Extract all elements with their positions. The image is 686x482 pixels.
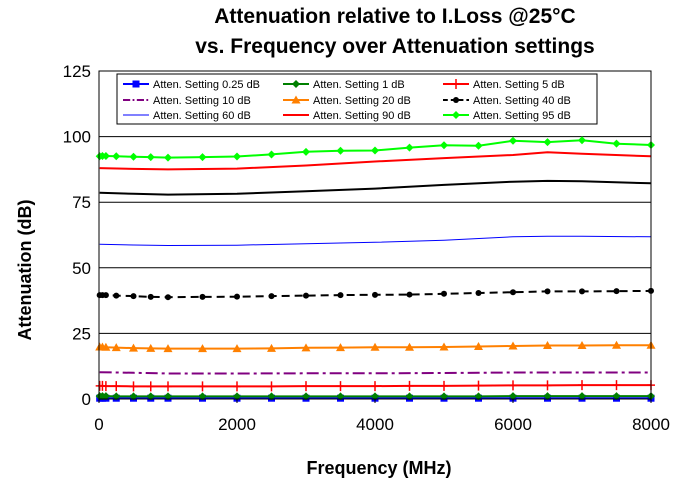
chart-title: Attenuation relative to I.Loss @25°C [214,5,575,28]
y-tick-label-0: 0 [82,390,91,409]
series-5-point-2 [103,292,109,298]
legend-label-2: Atten. Setting 5 dB [473,79,565,91]
x-tick-label-2000: 2000 [218,415,256,434]
series-5-point-7 [200,294,206,300]
series-5-point-6 [165,294,171,300]
chart-subtitle: vs. Frequency over Attenuation settings [195,35,594,58]
series-5-point-15 [476,290,482,296]
legend-label-4: Atten. Setting 20 dB [313,95,411,107]
legend-label-1: Atten. Setting 1 dB [313,79,405,91]
series-5-point-8 [234,294,240,300]
legend-label-7: Atten. Setting 90 dB [313,110,411,122]
legend-swatch-marker-0 [133,81,140,88]
legend-label-8: Atten. Setting 95 dB [473,110,571,122]
series-5-point-10 [303,293,309,299]
series-5-point-14 [441,291,447,297]
y-tick-label-100: 100 [63,128,91,147]
legend-label-0: Atten. Setting 0.25 dB [153,79,260,91]
series-5-point-17 [545,288,551,294]
legend: Atten. Setting 0.25 dB Atten. Setting 1 d… [117,74,597,124]
y-tick-label-25: 25 [72,324,91,343]
series-5-point-16 [510,289,516,295]
series-5-point-5 [148,294,154,300]
legend-label-6: Atten. Setting 60 dB [153,110,251,122]
y-axis-title: Attenuation (dB) [15,200,35,341]
series-5-point-11 [338,292,344,298]
x-tick-label-8000: 8000 [632,415,670,434]
x-tick-label-0: 0 [94,415,103,434]
series-5-point-18 [579,288,585,294]
legend-label-3: Atten. Setting 10 dB [153,95,251,107]
x-tick-label-4000: 4000 [356,415,394,434]
y-tick-label-125: 125 [63,62,91,81]
series-5-point-9 [269,293,275,299]
y-tick-label-50: 50 [72,259,91,278]
series-5-point-3 [113,293,119,299]
legend-swatch-marker-5 [453,97,459,103]
series-5-point-4 [131,293,137,299]
series-5-point-19 [614,288,620,294]
series-5-point-13 [407,292,413,298]
x-axis-title: Frequency (MHz) [306,458,451,478]
y-tick-label-75: 75 [72,193,91,212]
x-tick-label-6000: 6000 [494,415,532,434]
legend-label-5: Atten. Setting 40 dB [473,95,571,107]
series-5-point-12 [372,292,378,298]
